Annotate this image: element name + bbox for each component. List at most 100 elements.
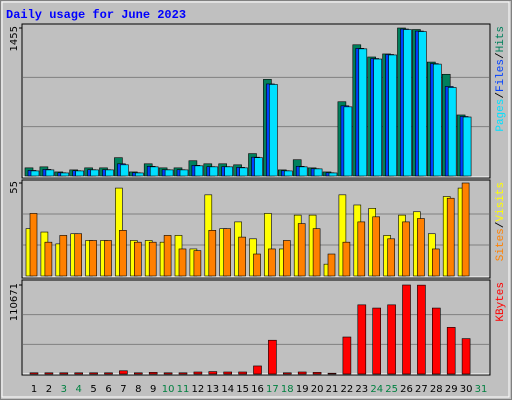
x-tick-label: 30	[460, 384, 473, 395]
bar	[431, 248, 440, 277]
legend-separator: /	[495, 92, 507, 99]
bar	[298, 166, 308, 177]
x-tick-label: 2	[46, 384, 52, 395]
bar	[297, 223, 306, 277]
x-tick-label: 5	[90, 384, 96, 395]
bar	[149, 166, 159, 177]
bar	[239, 167, 248, 177]
bar	[59, 372, 69, 375]
x-tick-label: 29	[445, 384, 458, 395]
bar	[312, 228, 321, 277]
bar	[163, 235, 172, 277]
bar	[417, 218, 425, 277]
x-tick-label: 21	[326, 384, 339, 395]
bar	[193, 250, 202, 277]
bar	[357, 304, 367, 375]
legend-entry: KBytes	[495, 282, 507, 322]
legend-entry: Files	[495, 59, 507, 92]
bar	[208, 230, 217, 277]
x-tick-label: 28	[430, 384, 443, 395]
legend-entry: Hits	[495, 26, 507, 52]
bar	[134, 241, 142, 277]
bar	[178, 248, 187, 277]
bar	[134, 372, 143, 375]
bar	[120, 164, 129, 177]
bar	[223, 228, 231, 277]
bar	[119, 230, 127, 277]
x-tick-label: 17	[266, 384, 279, 395]
x-tick-label: 15	[236, 384, 249, 395]
bar	[89, 240, 97, 277]
bar	[164, 169, 174, 177]
bar	[44, 241, 53, 277]
x-tick-label: 10	[162, 384, 175, 395]
bar	[238, 236, 246, 277]
bar	[105, 169, 114, 177]
bar	[253, 253, 261, 277]
bar	[282, 372, 292, 375]
bar	[282, 240, 291, 277]
bar	[417, 284, 426, 375]
legend-entry: Visits	[495, 182, 507, 222]
x-tick-label: 14	[221, 384, 234, 395]
bar	[388, 54, 397, 177]
bar	[312, 372, 322, 375]
x-tick-label: 8	[135, 384, 141, 395]
bar	[163, 372, 173, 375]
x-tick-label: 18	[281, 384, 294, 395]
x-tick-label: 7	[120, 384, 126, 395]
x-tick-label: 23	[355, 384, 368, 395]
bar	[343, 106, 353, 177]
bar	[431, 307, 441, 375]
bar	[74, 372, 83, 375]
bar	[29, 372, 39, 375]
bar	[418, 31, 427, 177]
bar	[342, 241, 351, 277]
bar	[357, 221, 366, 277]
legend-entry: Sites	[495, 228, 507, 261]
bar	[432, 63, 442, 177]
bar	[372, 307, 382, 375]
x-tick-label: 19	[296, 384, 309, 395]
y-tick-label: 55	[9, 181, 20, 194]
bar	[119, 370, 128, 375]
bar	[238, 371, 247, 375]
bar	[104, 372, 113, 375]
bar	[372, 216, 381, 277]
bar	[74, 233, 82, 277]
y-tick-label: 110671	[9, 283, 20, 321]
y-tick-label: 1455	[9, 26, 20, 51]
bar	[178, 372, 188, 375]
bar	[461, 338, 471, 375]
bar	[387, 238, 395, 277]
legend-entry: Pages	[495, 99, 507, 132]
bar	[283, 170, 293, 177]
x-tick-label: 4	[76, 384, 82, 395]
bar	[223, 371, 232, 375]
bar	[135, 172, 144, 177]
x-tick-label: 31	[475, 384, 488, 395]
bar	[89, 372, 98, 375]
x-tick-label: 1	[31, 384, 37, 395]
bar	[148, 372, 158, 375]
legend-separator: /	[495, 52, 507, 59]
legend: KBytes	[495, 282, 507, 322]
plot-area	[21, 279, 491, 376]
bar	[313, 168, 323, 177]
x-tick-label: 25	[385, 384, 398, 395]
bar	[75, 170, 84, 177]
bar	[44, 372, 54, 375]
bar	[328, 172, 338, 177]
bar	[402, 284, 411, 375]
bar	[268, 248, 276, 277]
bar	[254, 157, 263, 177]
bar	[447, 87, 457, 177]
bar	[402, 221, 410, 277]
x-tick-label: 3	[61, 384, 67, 395]
chart-title: Daily usage for June 2023	[6, 8, 186, 22]
plot-area	[21, 23, 491, 179]
x-tick-label: 27	[415, 384, 428, 395]
bar	[338, 194, 347, 277]
bar	[327, 253, 336, 277]
